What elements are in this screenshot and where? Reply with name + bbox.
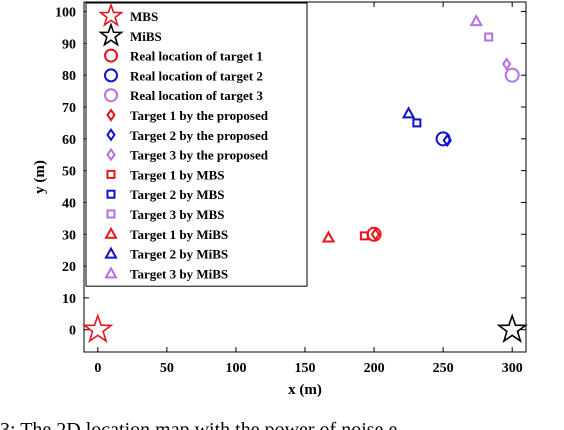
legend-marker [104,226,118,239]
point-real-location-of-target-3 [504,67,520,83]
legend-label: Real location of target 2 [130,68,263,83]
legend-label: Target 3 by MBS [130,207,225,222]
x-tick-label: 300 [502,361,523,376]
legend-marker [106,128,116,142]
y-tick-label: 90 [62,37,76,52]
point-target-3-by-mibs [469,14,483,27]
y-tick-label: 10 [62,292,76,307]
x-tick-label: 200 [364,361,385,376]
legend-label: Target 2 by MiBS [130,247,228,262]
point-target-1-by-mibs [321,230,336,243]
y-tick-label: 50 [62,165,76,180]
legend-marker [106,209,116,219]
y-tick-label: 30 [62,228,76,243]
point-target-2-by-mibs [401,106,416,119]
point-target-2-by-the-proposed [442,133,452,148]
y-tick-label: 70 [62,101,76,116]
y-tick-label: 100 [55,6,76,21]
legend-label: MBS [130,9,158,24]
legend-marker [98,22,124,47]
legend-marker [104,48,118,63]
x-axis-label: x (m) [288,382,322,398]
legend-marker [106,169,116,179]
x-tick-label: 100 [225,361,246,376]
legend-label: Real location of target 1 [130,49,263,64]
legend-marker [106,147,116,162]
y-tick-label: 40 [62,196,76,211]
y-tick-label: 80 [62,69,76,84]
x-tick-label: 50 [160,361,174,376]
y-tick-label: 60 [62,133,76,148]
legend-label: Target 1 by MBS [130,167,225,182]
legend-label: Target 2 by MBS [130,187,225,202]
legend-label: Target 1 by MiBS [130,227,228,242]
y-tick-label: 20 [62,260,76,275]
point-target-3-by-the-proposed [501,57,512,71]
legend-marker [106,108,116,122]
point-mibs [496,313,528,344]
legend-label: Target 2 by the proposed [130,128,269,143]
point-target-2-by-mbs [412,118,422,128]
legend-label: Target 3 by MiBS [130,266,228,281]
legend-label: Target 1 by the proposed [130,108,269,123]
point-target-1-by-the-proposed [370,227,381,242]
x-tick-label: 0 [94,361,101,376]
point-target-3-by-mbs [484,32,494,42]
y-axis-label: y (m) [32,160,48,194]
legend-marker [106,189,116,199]
legend-marker [104,68,118,83]
legend-marker [104,266,118,279]
x-tick-label: 150 [295,361,316,376]
legend-marker [104,246,118,259]
legend-box [85,2,308,287]
legend-marker [98,2,124,27]
x-tick-label: 250 [433,361,454,376]
legend-label: Real location of target 3 [130,88,263,103]
point-mbs [82,313,114,344]
legend-label: MiBS [130,29,162,44]
legend-marker [104,88,118,103]
legend-label: Target 3 by the proposed [130,148,269,163]
figure-caption: 3: The 2D location map with the power of… [0,419,397,430]
point-target-1-by-mbs [359,231,369,241]
y-tick-label: 0 [69,324,76,339]
